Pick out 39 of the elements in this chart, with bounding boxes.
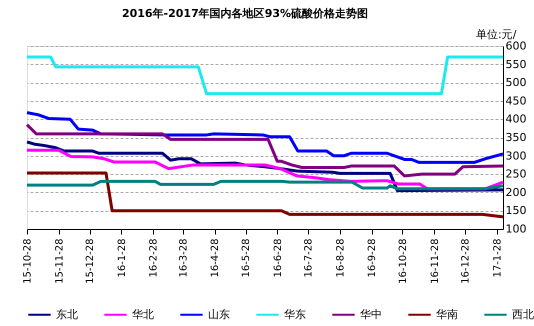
legend-label: 华南 bbox=[436, 308, 458, 321]
y-tick-label: 500 bbox=[506, 76, 526, 90]
line-series bbox=[26, 180, 504, 190]
x-tick-label: 16-12-28 bbox=[460, 238, 472, 284]
x-tick-label: 16-9-28 bbox=[367, 238, 378, 278]
y-tick-label: 300 bbox=[506, 149, 526, 162]
y-tick-label: 200 bbox=[506, 186, 526, 199]
x-tick-label: 16-6-28 bbox=[272, 238, 284, 278]
text: 单位:元/ bbox=[476, 28, 517, 41]
chart-title: 2016年-2017年国内各地区93%硫酸价格走势图 bbox=[122, 7, 368, 20]
legend-label: 华东 bbox=[284, 308, 306, 321]
legend-label: 华北 bbox=[132, 308, 154, 321]
x-tick-label: 16-4-28 bbox=[210, 238, 222, 278]
x-tick-label: 15-12-28 bbox=[85, 238, 96, 284]
y-tick-label: 100 bbox=[506, 222, 526, 236]
line-series bbox=[26, 172, 504, 218]
x-tick-label: 16-8-28 bbox=[335, 238, 346, 278]
y-tick-label: 250 bbox=[506, 168, 526, 181]
x-tick-label: 16-10-28 bbox=[398, 238, 409, 284]
y-tick-label: 150 bbox=[506, 204, 526, 218]
x-tick-label: 16-11-28 bbox=[430, 238, 441, 284]
x-tick-label: 16-7-28 bbox=[304, 238, 315, 278]
x-tick-label: 17-1-28 bbox=[492, 238, 504, 278]
x-tick-label: 15-10-28 bbox=[22, 238, 34, 284]
x-tick-label: 15-11-28 bbox=[54, 238, 66, 284]
x-tick-label: 16-1-28 bbox=[116, 238, 128, 278]
y-tick-label: 600 bbox=[506, 40, 526, 52]
x-tick-label: 16-5-28 bbox=[241, 238, 252, 278]
y-tick-label: 400 bbox=[506, 112, 526, 126]
line-series bbox=[26, 123, 504, 178]
x-tick-label: 16-2-28 bbox=[148, 238, 160, 278]
y-tick-label: 550 bbox=[506, 58, 526, 71]
legend-label: 华中 bbox=[360, 308, 382, 321]
legend-label: 山东 bbox=[208, 308, 230, 321]
legend-label: 东北 bbox=[56, 308, 78, 321]
x-tick-label: 16-3-28 bbox=[178, 238, 190, 278]
legend-label: 西北 bbox=[512, 308, 534, 321]
y-tick-label: 350 bbox=[506, 131, 526, 144]
y-tick-label: 450 bbox=[506, 94, 526, 108]
